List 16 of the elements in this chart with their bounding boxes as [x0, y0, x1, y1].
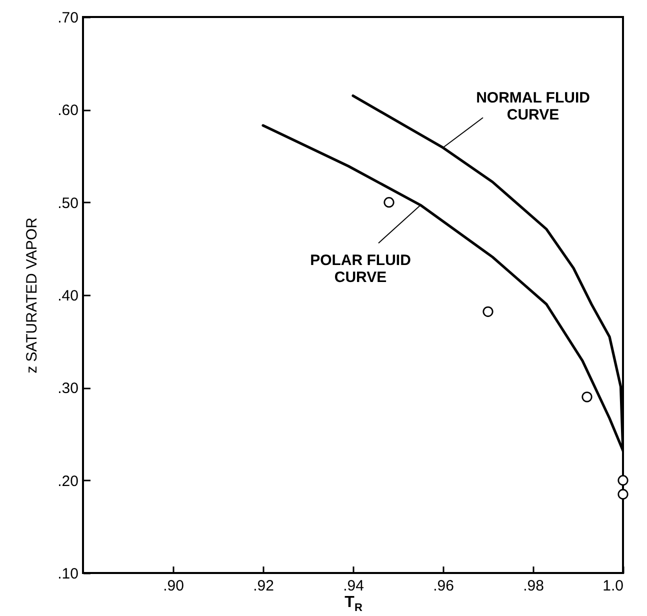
y-tick-label: .30	[58, 380, 78, 398]
y-tick-label: .20	[58, 472, 78, 490]
x-tick-label: .98	[523, 578, 544, 594]
x-tick-label: .94	[343, 578, 364, 594]
y-tick-label: .70	[58, 10, 78, 26]
y-tick-label: .10	[58, 566, 78, 582]
x-tick-label: .90	[163, 578, 184, 594]
y-tick-label: .50	[58, 194, 78, 212]
x-tick-label: 1.0	[602, 578, 624, 594]
y-tick-label: .60	[58, 102, 78, 120]
y-axis-title: z SATURATED VAPOR	[24, 217, 41, 374]
annotation: NORMAL FLUID CURVE	[476, 90, 590, 124]
x-tick-label: .96	[433, 578, 454, 594]
y-tick-label: .40	[58, 288, 78, 304]
x-tick-label: .92	[253, 578, 274, 594]
annotation: POLAR FLUID CURVE	[310, 252, 412, 286]
